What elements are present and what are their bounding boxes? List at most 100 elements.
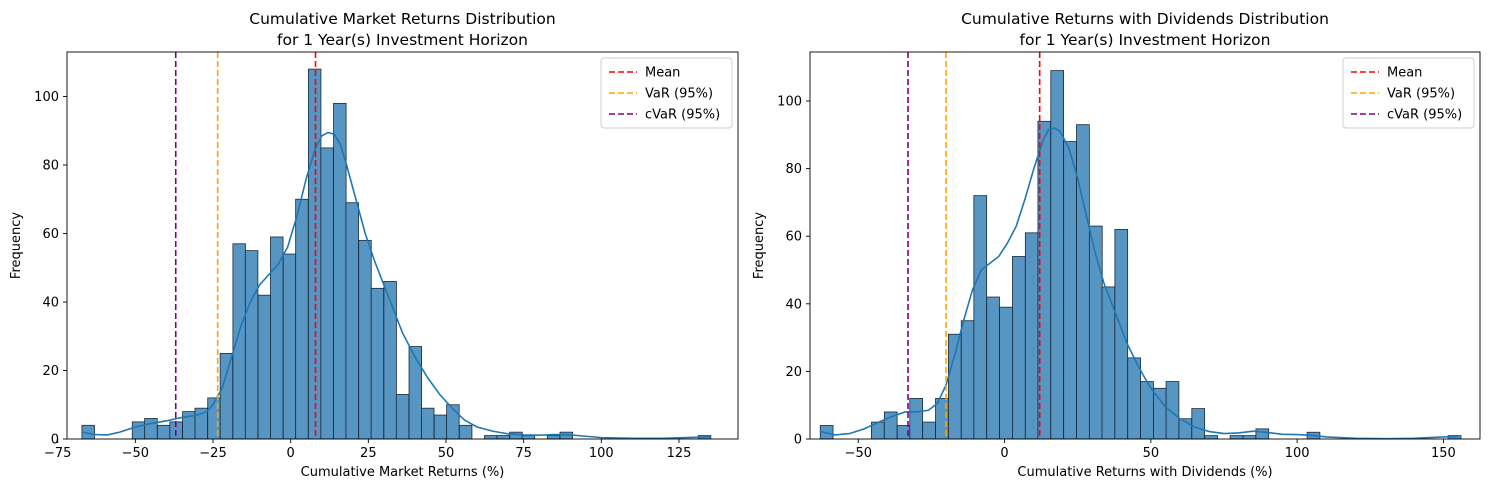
- histogram-bar: [496, 435, 510, 440]
- histogram-bar: [1165, 381, 1180, 440]
- y-tick-label: 80: [42, 159, 59, 174]
- histogram-bar: [922, 421, 936, 440]
- histogram-bar: [421, 407, 435, 440]
- histogram-bar: [333, 102, 347, 440]
- chart-subtitle: for 1 Year(s) Investment Horizon: [1020, 31, 1271, 49]
- y-tick-label: 20: [42, 364, 59, 379]
- histogram-bar: [408, 346, 422, 440]
- histogram-bar: [1229, 435, 1244, 440]
- histogram-bar: [257, 294, 272, 440]
- y-tick-label: 0: [794, 433, 802, 448]
- histogram-bar: [973, 195, 988, 440]
- histogram-bar: [546, 435, 561, 440]
- histogram-bar: [1063, 141, 1077, 440]
- histogram-bar: [282, 253, 297, 440]
- histogram-bar: [1012, 256, 1026, 440]
- histogram-bar: [320, 147, 334, 440]
- histogram-bar: [219, 352, 234, 440]
- y-tick-label: 100: [34, 90, 59, 105]
- x-tick-label: 125: [667, 446, 692, 461]
- chart-title: Cumulative Returns with Dividends Distri…: [961, 10, 1329, 28]
- legend-entry-label: VaR (95%): [1387, 87, 1455, 102]
- legend-entry-label: VaR (95%): [645, 87, 713, 102]
- histogram-bar: [999, 306, 1013, 440]
- plot-frame: [809, 51, 1481, 440]
- histogram-bar: [144, 418, 158, 440]
- histogram-bar: [1089, 225, 1103, 440]
- histogram-bar: [156, 424, 171, 440]
- histogram-bar: [947, 333, 962, 440]
- legend-entry-label: cVaR (95%): [645, 108, 720, 123]
- histogram-bar: [1076, 124, 1090, 440]
- histogram-bar: [345, 202, 359, 440]
- y-tick-label: 60: [785, 230, 802, 245]
- histogram-bar: [358, 239, 372, 440]
- x-tick-label: −75: [44, 446, 71, 461]
- y-tick-label: 40: [42, 296, 59, 311]
- legend-box: [1342, 57, 1475, 129]
- plot-frame: [66, 51, 739, 440]
- histogram-bar: [1255, 428, 1270, 440]
- x-tick-label: 25: [360, 446, 377, 461]
- y-tick-label: 60: [42, 227, 59, 242]
- x-tick-label: −50: [845, 446, 872, 461]
- y-tick-label: 100: [777, 95, 802, 110]
- subplot-1: −75 −50 −25 0 25 50 75 100 125 0 20 40 60 80 100 Cumula…: [9, 10, 739, 480]
- histogram-bar: [244, 250, 259, 440]
- histogram-bar: [1024, 232, 1039, 440]
- histogram-bar: [458, 424, 473, 440]
- histogram-bar: [1204, 435, 1218, 440]
- x-tick-label: 50: [438, 446, 455, 461]
- x-tick-label: 50: [1143, 446, 1160, 461]
- histogram-bar: [383, 281, 397, 440]
- x-tick-label: −25: [199, 446, 226, 461]
- histogram-bar: [909, 398, 923, 440]
- legend-entry-label: cVaR (95%): [1387, 108, 1462, 123]
- kde-curve: [82, 131, 711, 440]
- histogram-bar: [433, 414, 448, 440]
- histogram-bar: [1101, 286, 1116, 440]
- histogram-bar: [395, 394, 410, 440]
- subplot-2: −50 0 50 100 150 0 20 40 60 80 100 Cumulative Retur…: [752, 10, 1481, 480]
- x-axis-label: Cumulative Returns with Dividends (%): [1017, 465, 1272, 480]
- histogram-bar: [1114, 229, 1129, 440]
- histogram-bar: [370, 287, 385, 440]
- histogram-bar: [484, 435, 498, 440]
- legend-entry-label: Mean: [645, 66, 680, 81]
- y-axis-label: Frequency: [9, 212, 24, 279]
- histogram-bar: [1127, 357, 1141, 440]
- y-tick-label: 0: [51, 433, 59, 448]
- x-tick-label: 75: [515, 446, 532, 461]
- x-tick-label: −50: [122, 446, 149, 461]
- histogram-bar: [270, 236, 284, 440]
- legend-entry-label: Mean: [1387, 66, 1422, 81]
- histogram-bar: [295, 198, 309, 440]
- legend-box: [600, 57, 733, 129]
- histogram-bar: [1191, 408, 1206, 440]
- y-tick-label: 40: [785, 297, 802, 312]
- y-tick-label: 80: [785, 162, 802, 177]
- x-tick-label: 100: [1285, 446, 1310, 461]
- histogram-bar: [986, 296, 1000, 440]
- legend: Mean VaR (95%) cVaR (95%): [600, 57, 733, 129]
- histogram-bar: [509, 431, 523, 440]
- chart-subtitle: for 1 Year(s) Investment Horizon: [277, 31, 528, 49]
- y-tick-label: 20: [785, 365, 802, 380]
- x-tick-label: 150: [1431, 446, 1456, 461]
- histogram-bar: [131, 421, 146, 440]
- histogram-bar: [1242, 435, 1257, 440]
- kde-curve: [820, 127, 1459, 440]
- histogram-bar: [960, 320, 975, 440]
- legend: Mean VaR (95%) cVaR (95%): [1342, 57, 1475, 129]
- histogram-bar: [307, 68, 322, 440]
- histogram-bar: [1050, 70, 1065, 440]
- x-axis-label: Cumulative Market Returns (%): [301, 465, 505, 480]
- histogram-bar: [232, 243, 246, 440]
- histogram-bar: [1153, 387, 1167, 440]
- chart-title: Cumulative Market Returns Distribution: [249, 10, 555, 28]
- histogram-bar: [521, 435, 536, 440]
- x-tick-label: 0: [287, 446, 295, 461]
- x-tick-label: 0: [1000, 446, 1008, 461]
